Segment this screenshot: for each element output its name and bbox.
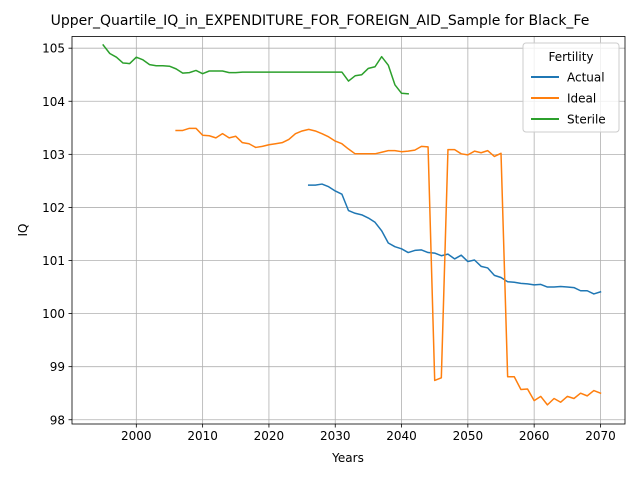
series-lines	[102, 43, 602, 406]
legend-label-ideal: Ideal	[567, 92, 596, 106]
x-tick-label: 2070	[585, 429, 616, 443]
x-tick-label: 2000	[121, 429, 152, 443]
chart-title: Upper_Quartile_IQ_in_EXPENDITURE_FOR_FOR…	[51, 13, 590, 29]
y-tick-label: 104	[42, 95, 65, 109]
x-tick-label: 2060	[519, 429, 550, 443]
x-tick-label: 2050	[453, 429, 484, 443]
series-line-ideal	[175, 127, 602, 406]
y-tick-label: 100	[42, 307, 65, 321]
y-tick-label: 98	[50, 413, 65, 427]
plot-frame	[71, 36, 626, 425]
y-axis-label: IQ	[16, 224, 30, 237]
axis-ticks: 2000 2010 2020 2030 2040 2050 2060 2070 98 99 100 1…	[42, 42, 616, 443]
legend-box	[522, 42, 620, 133]
legend-title: Fertility	[548, 50, 593, 64]
x-tick-label: 2020	[254, 429, 285, 443]
series-line-actual	[307, 183, 602, 295]
legend-label-sterile: Sterile	[567, 113, 606, 127]
y-tick-label: 105	[42, 42, 65, 56]
x-tick-label: 2010	[187, 429, 218, 443]
x-tick-label: 2030	[320, 429, 351, 443]
legend-label-actual: Actual	[567, 71, 605, 85]
y-tick-label: 99	[50, 360, 65, 374]
series-line-sterile	[102, 43, 409, 95]
y-tick-label: 102	[42, 201, 65, 215]
y-tick-label: 103	[42, 148, 65, 162]
legend: Fertility Actual Ideal Sterile	[522, 42, 620, 133]
y-tick-label: 101	[42, 254, 65, 268]
x-axis-label: Years	[331, 451, 364, 465]
x-tick-label: 2040	[386, 429, 417, 443]
